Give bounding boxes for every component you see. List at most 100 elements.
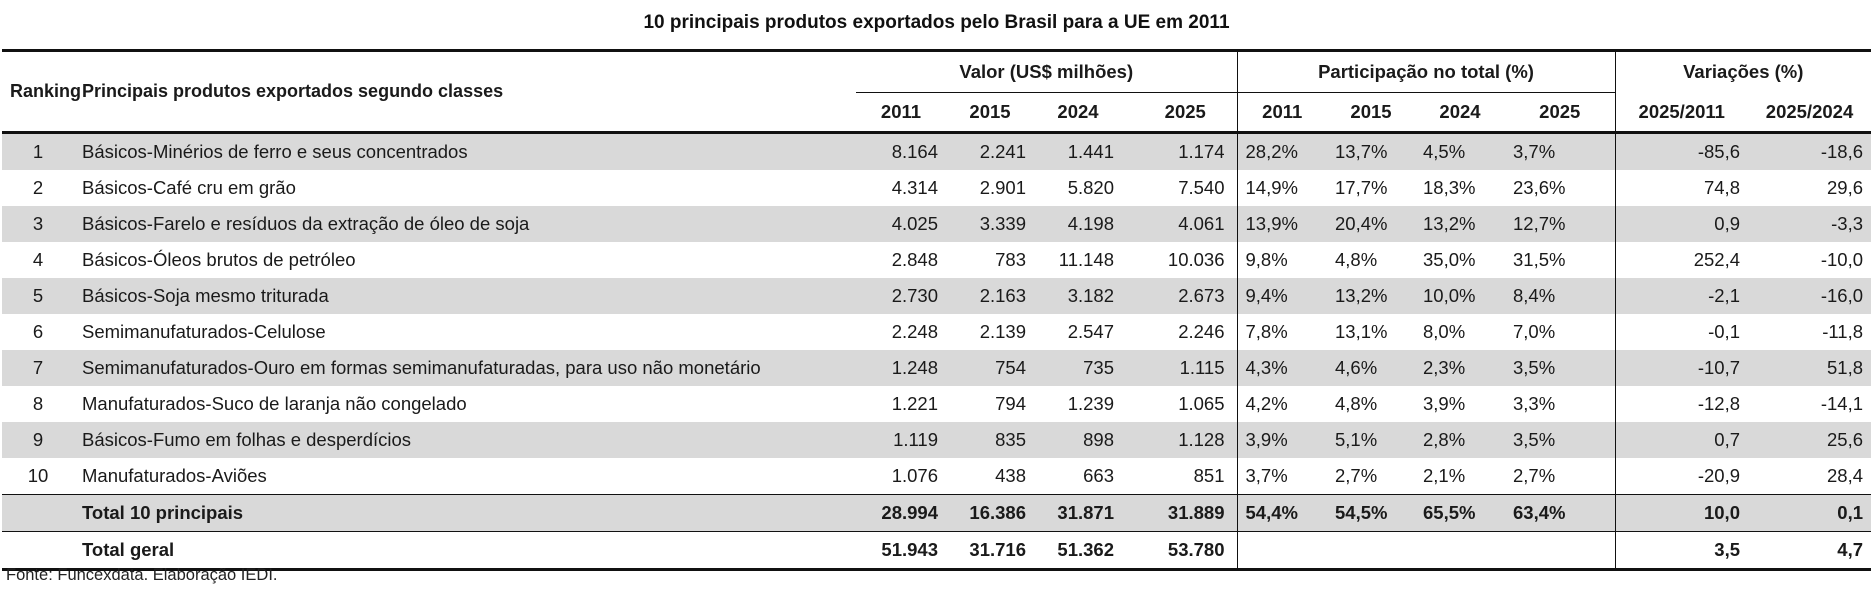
header-part-year: 2024: [1415, 92, 1505, 134]
valor-cell: 51.362: [1034, 531, 1122, 571]
participacao-cell: 9,8%: [1236, 242, 1327, 278]
product-cell: Manufaturados-Aviões: [82, 465, 267, 486]
variacao-cell: 29,6: [1827, 177, 1864, 198]
valor-cell: 51.943: [856, 531, 946, 571]
valor-cell: 2.730: [856, 278, 946, 314]
header-group-variacoes: Variações (%): [1614, 49, 1872, 93]
valor-cell: 1.115: [1122, 350, 1237, 386]
valor-cell: 2.901: [979, 177, 1026, 198]
variacao-cell: -14,1: [1820, 393, 1864, 414]
valor-cell: 783: [995, 249, 1026, 270]
valor-cell: 1.239: [1067, 393, 1114, 414]
variacao-cell: 252,4: [1614, 242, 1748, 278]
product-cell: Básicos-Óleos brutos de petróleo: [82, 249, 356, 270]
product-cell: Semimanufaturados-Ouro em formas semiman…: [74, 350, 856, 386]
variacao-cell: -10,0: [1820, 249, 1864, 270]
total-label: Total 10 principais: [74, 494, 856, 532]
participacao-cell: 3,5%: [1505, 422, 1615, 458]
participacao-cell: 9,4%: [1236, 278, 1327, 314]
valor-cell: 2.547: [1067, 321, 1114, 342]
variacao-cell: 0,9: [1614, 206, 1748, 242]
participacao-cell: 35,0%: [1423, 249, 1476, 270]
valor-cell: 1.248: [856, 350, 946, 386]
valor-cell: 4.061: [1122, 206, 1237, 242]
valor-cell: 898: [1034, 422, 1122, 458]
variacao-cell: -12,8: [1614, 386, 1748, 422]
table-row: 1 Básicos-Minérios de ferro e seus concen…: [2, 132, 1872, 170]
valor-cell: 7.540: [1178, 177, 1225, 198]
valor-cell: 1.221: [891, 393, 938, 414]
participacao-cell: 2,1%: [1423, 465, 1466, 486]
header-row-groups: Ranking Principais produtos exportados s…: [2, 49, 1872, 134]
rank-cell: 1: [2, 132, 74, 170]
table-row: 8 Manufaturados-Suco de laranja não conge…: [2, 386, 1871, 422]
table-title: 10 principais produtos exportados pelo B…: [643, 12, 1230, 33]
participacao-cell: 3,7%: [1505, 132, 1615, 170]
participacao-cell: 4,3%: [1236, 350, 1327, 386]
participacao-cell: 8,4%: [1505, 278, 1615, 314]
participacao-cell: 7,8%: [1236, 314, 1327, 350]
participacao-cell: 2,3%: [1415, 350, 1505, 386]
rank-cell: 2: [32, 177, 44, 198]
rank-cell: 3: [2, 206, 74, 242]
variacao-cell: -0,1: [1614, 314, 1748, 350]
participacao-cell: 13,2%: [1327, 278, 1415, 314]
participacao-cell: 4,6%: [1327, 350, 1415, 386]
variacao-cell: -85,6: [1614, 132, 1748, 170]
rank-cell: [2, 531, 74, 571]
variacao-cell: -10,7: [1614, 350, 1748, 386]
participacao-cell: 17,7%: [1335, 177, 1388, 198]
header-row-years: 2011 2015 2024 2025 2011 2015 2024 2025 …: [2, 92, 1872, 134]
variacao-cell: -2,1: [1614, 278, 1748, 314]
variacao-cell: 4,7: [1748, 531, 1872, 571]
total-geral-row: Total geral 51.943 31.716 51.362 53.780 3,5 4,…: [2, 531, 1872, 571]
participacao-cell: 54,5%: [1327, 494, 1415, 532]
product-cell: Básicos-Café cru em grão: [82, 177, 296, 198]
header-group-participacao: Participação no total (%): [1236, 49, 1615, 93]
valor-cell: 2.673: [1122, 278, 1237, 314]
header-part-year: 2011: [1236, 92, 1327, 134]
valor-cell: 2.248: [891, 321, 938, 342]
participacao-cell: [1505, 531, 1615, 571]
variacao-cell: -11,8: [1822, 321, 1864, 342]
variacao-cell: 10,0: [1614, 494, 1748, 532]
header-part-year: 2025: [1505, 92, 1615, 134]
participacao-cell: [1327, 531, 1415, 571]
table-row: 6 Semimanufaturados-Celulose 2.248 2.139 2.5…: [2, 314, 1871, 350]
rank-cell: 10: [27, 465, 49, 486]
valor-cell: 1.174: [1122, 132, 1237, 170]
header-product: Principais produtos exportados segundo c…: [74, 49, 856, 134]
valor-cell: 11.148: [1058, 249, 1114, 270]
table-row: 10 Manufaturados-Aviões 1.076 438 663 851 3,7%…: [2, 458, 1871, 495]
valor-cell: 2.246: [1178, 321, 1225, 342]
valor-cell: 2.139: [979, 321, 1026, 342]
valor-cell: 5.820: [1067, 177, 1114, 198]
valor-cell: 16.386: [946, 494, 1034, 532]
product-cell: Manufaturados-Suco de laranja não congel…: [82, 393, 467, 414]
participacao-cell: 5,1%: [1327, 422, 1415, 458]
valor-cell: 2.848: [891, 249, 938, 270]
participacao-cell: 8,0%: [1423, 321, 1466, 342]
valor-cell: 10.036: [1167, 249, 1225, 270]
header-var-period: 2025/2011: [1614, 92, 1748, 134]
participacao-cell: 31,5%: [1513, 249, 1566, 270]
variacao-cell: -16,0: [1748, 278, 1872, 314]
rank-cell: 6: [32, 321, 44, 342]
participacao-cell: 3,9%: [1236, 422, 1327, 458]
source-note: Fonte: Funcexdata. Elaboração IEDI.: [6, 566, 278, 584]
variacao-cell: 28,4: [1827, 465, 1864, 486]
participacao-cell: 4,8%: [1335, 249, 1378, 270]
valor-cell: 1.065: [1178, 393, 1225, 414]
participacao-cell: 13,9%: [1236, 206, 1327, 242]
header-valor-year: 2011: [856, 92, 946, 134]
participacao-cell: 4,2%: [1236, 386, 1327, 422]
participacao-cell: 3,9%: [1423, 393, 1466, 414]
variacao-cell: 3,5: [1614, 531, 1748, 571]
variacao-cell: 0,1: [1748, 494, 1872, 532]
participacao-cell: 12,7%: [1505, 206, 1615, 242]
participacao-cell: 13,7%: [1327, 132, 1415, 170]
product-cell: Básicos-Soja mesmo triturada: [74, 278, 856, 314]
table-row: 5 Básicos-Soja mesmo triturada 2.730 2.163 3…: [2, 278, 1872, 314]
valor-cell: 53.780: [1122, 531, 1237, 571]
rank-cell: 7: [2, 350, 74, 386]
